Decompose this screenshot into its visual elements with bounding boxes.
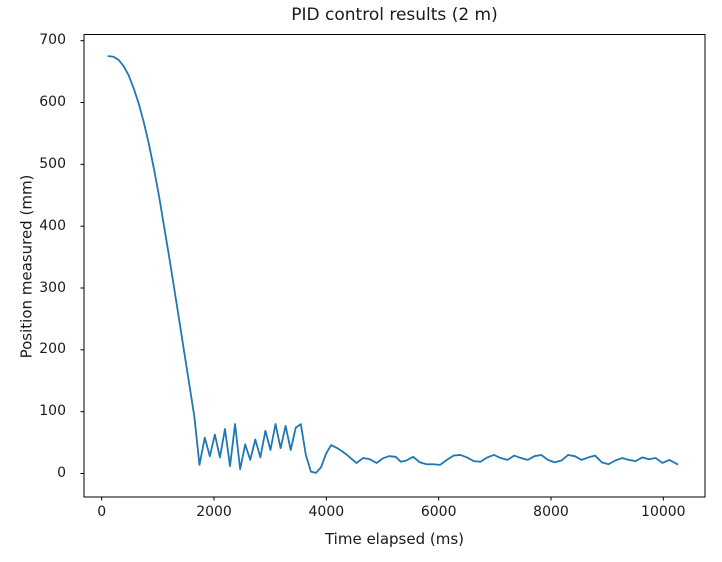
- x-axis-label: Time elapsed (ms): [324, 530, 465, 548]
- y-tick-label: 600: [39, 94, 66, 110]
- axes-frame: [83, 34, 706, 498]
- x-tick-label: 0: [97, 504, 107, 520]
- x-tick-label: 4000: [308, 504, 345, 520]
- y-tick-label: 700: [39, 32, 66, 49]
- chart-title: PID control results (2 m): [291, 5, 498, 25]
- y-tick-label: 100: [39, 403, 66, 420]
- y-tick-label: 500: [39, 155, 66, 172]
- series-line-position-measured: [107, 55, 679, 474]
- y-tick-label: 300: [39, 279, 66, 296]
- y-tick-label: 200: [39, 341, 66, 358]
- x-tick-label: 8000: [533, 504, 569, 520]
- x-tick-label: 6000: [420, 504, 457, 520]
- x-tick-label: 2000: [196, 504, 232, 520]
- y-tick-label: 0: [57, 465, 66, 481]
- x-tick-label: 10000: [641, 504, 686, 520]
- y-tick-label: 400: [39, 217, 66, 234]
